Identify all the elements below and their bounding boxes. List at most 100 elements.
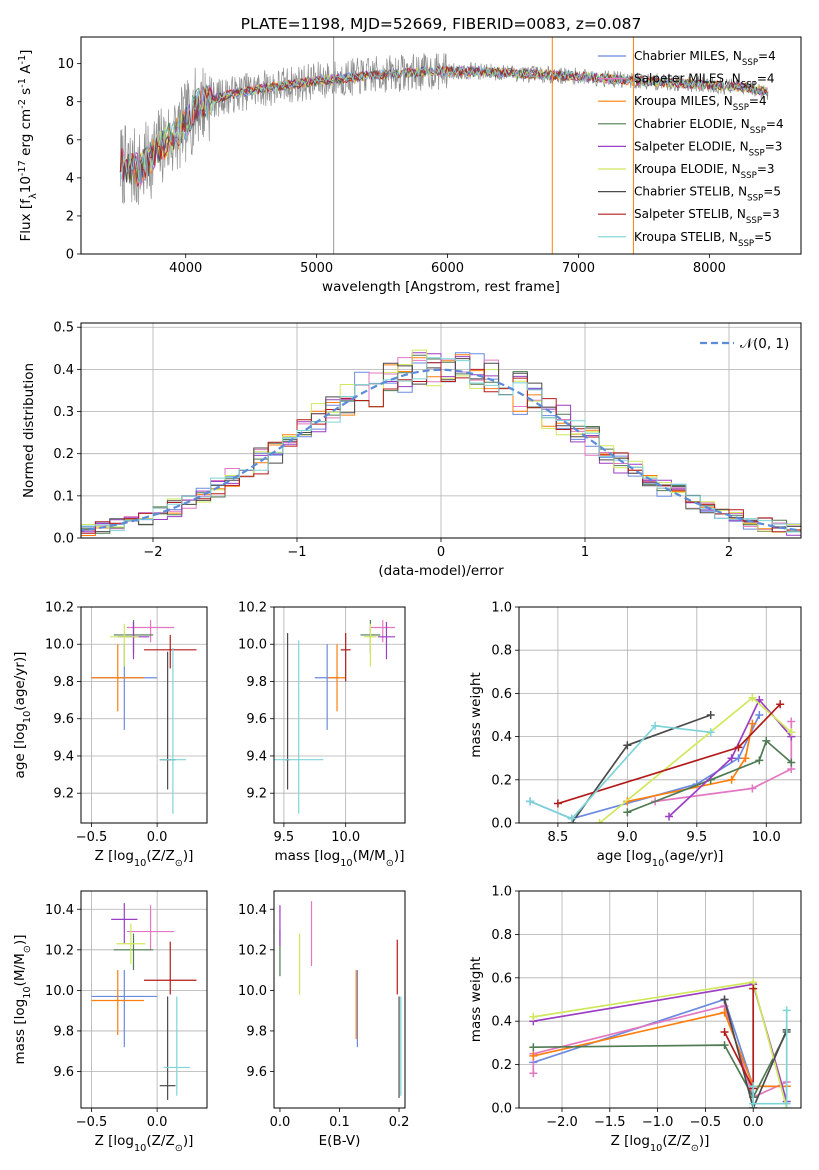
series-marker bbox=[749, 1082, 758, 1091]
panel-7: 0.0 0.1 0.2 9.6 9.8 10.0 10.2 10.4 E(B-V) bbox=[238, 890, 409, 1149]
x-tick-label: 0.0 bbox=[743, 1115, 764, 1130]
series-marker bbox=[706, 728, 715, 737]
x-tick-label: 9.0 bbox=[617, 830, 638, 845]
series-marker bbox=[787, 728, 796, 737]
y-tick-label: 10.2 bbox=[238, 943, 267, 958]
series-marker bbox=[748, 719, 757, 728]
y-tick-label: 0.2 bbox=[491, 773, 512, 788]
series-marker bbox=[755, 756, 764, 765]
y-tick-label: 0.6 bbox=[491, 971, 512, 986]
series-marker bbox=[529, 1012, 538, 1021]
legend-label: Chabrier STELIB, NSSP=5 bbox=[634, 185, 781, 204]
series-marker bbox=[787, 717, 796, 726]
series-line bbox=[533, 1031, 788, 1100]
x-axis-label: wavelength [Angstrom, rest frame] bbox=[322, 279, 560, 295]
series-marker bbox=[623, 741, 632, 750]
y-tick-label: 8 bbox=[66, 95, 74, 110]
y-tick-label: 10.2 bbox=[45, 601, 74, 616]
legend-label: 𝒩(0, 1) bbox=[740, 336, 789, 352]
y-tick-label: 6 bbox=[66, 133, 74, 148]
x-tick-label: 8000 bbox=[693, 261, 726, 276]
y-axis-label: mass [log10(M/M⊙)] bbox=[12, 935, 33, 1065]
errorbar-point bbox=[91, 970, 158, 1048]
normal-pdf-line bbox=[81, 368, 801, 532]
errorbar-point bbox=[274, 640, 324, 814]
errorbar-point bbox=[109, 623, 139, 667]
x-axis-label: E(B-V) bbox=[319, 1133, 361, 1149]
plot-frame bbox=[273, 606, 406, 824]
errorbar-point bbox=[370, 620, 396, 643]
panel-6: −0.5 0.0 9.6 9.8 10.0 10.2 10.4 Z [log10(Z/Z⊙)]… bbox=[12, 890, 208, 1154]
y-tick-label: 4 bbox=[66, 171, 74, 186]
y-tick-label: 9.6 bbox=[246, 712, 267, 727]
series-marker bbox=[529, 1043, 538, 1052]
plot-frame bbox=[80, 890, 208, 1109]
x-tick-label: 8.5 bbox=[548, 830, 569, 845]
errorbar-point bbox=[163, 996, 190, 1096]
x-tick-label: 10.0 bbox=[752, 830, 781, 845]
x-tick-label: −1.0 bbox=[642, 1115, 674, 1130]
panel-8: −2.0 −1.5 −1.0 −0.5 0.0 0.0 0.2 0.4 0.6 0.8 1.0 Z [… bbox=[468, 885, 802, 1154]
x-tick-label: 4000 bbox=[169, 261, 202, 276]
x-tick-label: 6000 bbox=[431, 261, 464, 276]
x-axis-label: Z [log10(Z/Z⊙)] bbox=[95, 848, 194, 869]
errorbar-point bbox=[159, 996, 176, 1100]
x-axis-label: Z [log10(Z/Z⊙)] bbox=[95, 1133, 194, 1154]
histograms bbox=[81, 349, 801, 538]
errorbar-point bbox=[144, 634, 197, 669]
series-marker bbox=[720, 995, 729, 1004]
chart-title: PLATE=1198, MJD=52669, FIBERID=0083, z=0… bbox=[241, 15, 642, 33]
y-tick-label: 0.0 bbox=[491, 1102, 512, 1117]
y-tick-label: 9.8 bbox=[246, 675, 267, 690]
series-line bbox=[529, 724, 711, 820]
y-tick-label: 2 bbox=[66, 209, 74, 224]
series-marker bbox=[529, 1069, 538, 1078]
errorbars bbox=[274, 620, 396, 814]
x-tick-label: 7000 bbox=[562, 261, 595, 276]
y-tick-label: 0.5 bbox=[53, 321, 74, 336]
y-tick-label: 0.0 bbox=[53, 532, 74, 547]
panel-2: −2 −1 0 1 2 0.0 0.1 0.2 0.3 0.4 0.5 (data-model)/er… bbox=[21, 321, 802, 579]
series-marker bbox=[720, 1041, 729, 1050]
legend-label: Salpeter ELODIE, NSSP=3 bbox=[634, 139, 782, 158]
histogram-line bbox=[81, 357, 801, 533]
weight-lines bbox=[529, 978, 791, 1108]
series-marker bbox=[623, 808, 632, 817]
errorbar-point bbox=[126, 905, 175, 950]
plot-frame bbox=[80, 606, 208, 824]
y-tick-label: 0.4 bbox=[53, 363, 74, 378]
errorbar-point bbox=[116, 923, 146, 965]
errorbar-point bbox=[159, 647, 186, 814]
y-tick-label: 9.8 bbox=[53, 675, 74, 690]
series-line bbox=[654, 721, 793, 803]
panel-5: 8.5 9.0 9.5 10.0 0.0 0.2 0.4 0.6 0.8 1.0 age [log1… bbox=[468, 601, 802, 869]
x-tick-label: −0.5 bbox=[76, 1115, 108, 1130]
y-tick-label: 0.0 bbox=[491, 817, 512, 832]
errorbar-point bbox=[328, 644, 346, 712]
series-marker bbox=[782, 1006, 791, 1015]
series-marker bbox=[787, 758, 796, 767]
y-tick-label: 0.4 bbox=[491, 730, 512, 745]
x-tick-label: 0.0 bbox=[147, 830, 168, 845]
y-tick-label: 0 bbox=[66, 248, 74, 263]
plot-frame bbox=[518, 890, 802, 1109]
y-tick-label: 10.2 bbox=[238, 601, 267, 616]
errorbar-point bbox=[126, 620, 175, 643]
x-axis-label: (data-model)/error bbox=[378, 563, 504, 579]
series-marker bbox=[651, 721, 660, 730]
y-axis-label: age [log10(age/yr)] bbox=[12, 652, 33, 779]
errorbar-point bbox=[144, 941, 197, 995]
y-axis-label: Flux [fλ10-17 erg cm-2 s-1 A-1] bbox=[17, 50, 39, 242]
legend-label: Chabrier ELODIE, NSSP=4 bbox=[634, 117, 784, 136]
y-axis-label: mass weight bbox=[468, 672, 484, 757]
legend-label: Salpeter STELIB, NSSP=3 bbox=[634, 207, 780, 226]
plot-frame bbox=[273, 890, 406, 1109]
x-tick-label: −1.5 bbox=[594, 1115, 626, 1130]
y-tick-label: 0.2 bbox=[53, 447, 74, 462]
legend-label: Kroupa ELODIE, NSSP=3 bbox=[634, 162, 775, 181]
series-marker bbox=[706, 711, 715, 719]
series-line bbox=[532, 1004, 788, 1099]
errorbars bbox=[91, 620, 197, 814]
series-marker bbox=[720, 1028, 729, 1037]
